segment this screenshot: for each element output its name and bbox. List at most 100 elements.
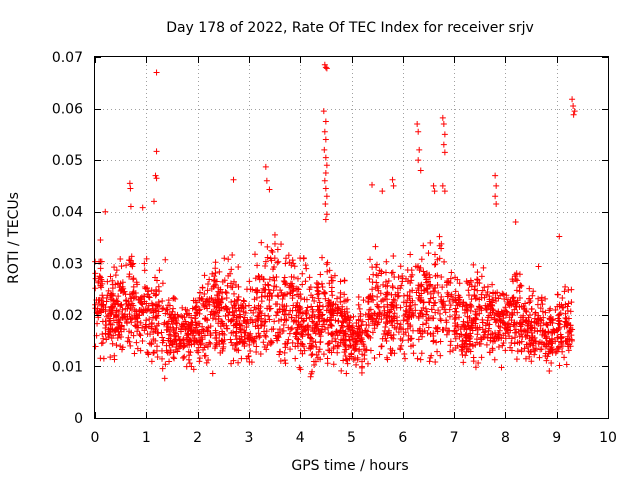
data-point xyxy=(364,328,371,335)
axis-ticks: 0 1 2 3 4 5 6 7 8 9 10 0 0.01 0.02 0.03 0.04 0.05 0.06 0.0… xyxy=(52,50,617,446)
data-point xyxy=(186,360,193,367)
data-point xyxy=(430,330,437,337)
data-point xyxy=(288,262,295,269)
data-point xyxy=(322,295,329,302)
data-point xyxy=(285,252,292,259)
data-point xyxy=(294,324,301,331)
data-point xyxy=(355,323,362,330)
data-point xyxy=(124,320,131,327)
data-point xyxy=(366,314,373,321)
data-point xyxy=(544,322,551,329)
data-point xyxy=(303,296,310,303)
data-point xyxy=(491,316,498,323)
data-point xyxy=(170,295,177,302)
data-point xyxy=(200,300,207,307)
data-point xyxy=(366,293,373,300)
data-point xyxy=(406,293,413,300)
data-point xyxy=(340,357,347,364)
data-point xyxy=(262,293,269,300)
data-point xyxy=(447,342,454,349)
data-point xyxy=(159,306,166,313)
data-point xyxy=(110,332,117,339)
data-point xyxy=(380,330,387,337)
data-point xyxy=(507,327,514,334)
data-point xyxy=(418,290,425,297)
data-point xyxy=(525,326,532,333)
data-point xyxy=(165,297,172,304)
data-point xyxy=(235,264,242,271)
data-point xyxy=(117,255,124,262)
data-point xyxy=(153,277,160,284)
data-point xyxy=(359,318,366,325)
data-point xyxy=(474,279,481,286)
data-point xyxy=(233,324,240,331)
data-point xyxy=(384,282,391,289)
data-point xyxy=(438,293,445,300)
data-point xyxy=(275,293,282,300)
data-point xyxy=(224,325,231,332)
data-point xyxy=(332,335,339,342)
data-point xyxy=(404,297,411,304)
data-point xyxy=(94,320,101,327)
data-point xyxy=(162,361,169,368)
data-point xyxy=(390,335,397,342)
data-point xyxy=(295,286,302,293)
data-point xyxy=(169,315,176,322)
data-point xyxy=(184,334,191,341)
data-point xyxy=(370,271,377,278)
data-point xyxy=(126,311,133,318)
data-point xyxy=(112,272,119,279)
data-point xyxy=(322,170,329,177)
data-point xyxy=(161,319,168,326)
data-point xyxy=(460,359,467,366)
data-point xyxy=(410,350,417,357)
data-point xyxy=(524,332,531,339)
data-point xyxy=(281,279,288,286)
data-point xyxy=(463,302,470,309)
data-point xyxy=(150,336,157,343)
data-point xyxy=(447,279,454,286)
data-point xyxy=(345,325,352,332)
data-point xyxy=(308,352,315,359)
data-point xyxy=(474,324,481,331)
data-point xyxy=(407,343,414,350)
data-point xyxy=(174,348,181,355)
data-point xyxy=(309,294,316,301)
data-point xyxy=(390,252,397,259)
data-point xyxy=(400,292,407,299)
data-point xyxy=(334,342,341,349)
data-point xyxy=(216,307,223,314)
data-point xyxy=(418,256,425,263)
data-point xyxy=(178,321,185,328)
data-point xyxy=(535,315,542,322)
data-point xyxy=(327,307,334,314)
data-point xyxy=(117,343,124,350)
data-point xyxy=(508,347,515,354)
data-point xyxy=(421,271,428,278)
data-point xyxy=(452,314,459,321)
data-point xyxy=(257,303,264,310)
data-point xyxy=(319,283,326,290)
data-point xyxy=(303,265,310,272)
data-point xyxy=(254,287,261,294)
data-point xyxy=(317,271,324,278)
y-tick-label: 0.02 xyxy=(52,308,83,324)
data-point xyxy=(474,269,481,276)
data-point xyxy=(217,349,224,356)
data-point xyxy=(358,338,365,345)
data-point xyxy=(476,310,483,317)
data-point xyxy=(127,342,134,349)
data-point xyxy=(214,300,221,307)
data-point xyxy=(112,281,119,288)
data-point xyxy=(405,332,412,339)
data-point xyxy=(356,326,363,333)
data-point xyxy=(202,352,209,359)
data-point xyxy=(556,311,563,318)
data-point xyxy=(235,296,242,303)
data-point xyxy=(383,258,390,265)
data-point xyxy=(159,355,166,362)
data-point xyxy=(205,299,212,306)
data-point xyxy=(463,334,470,341)
data-point xyxy=(211,273,218,280)
data-point xyxy=(254,262,261,269)
